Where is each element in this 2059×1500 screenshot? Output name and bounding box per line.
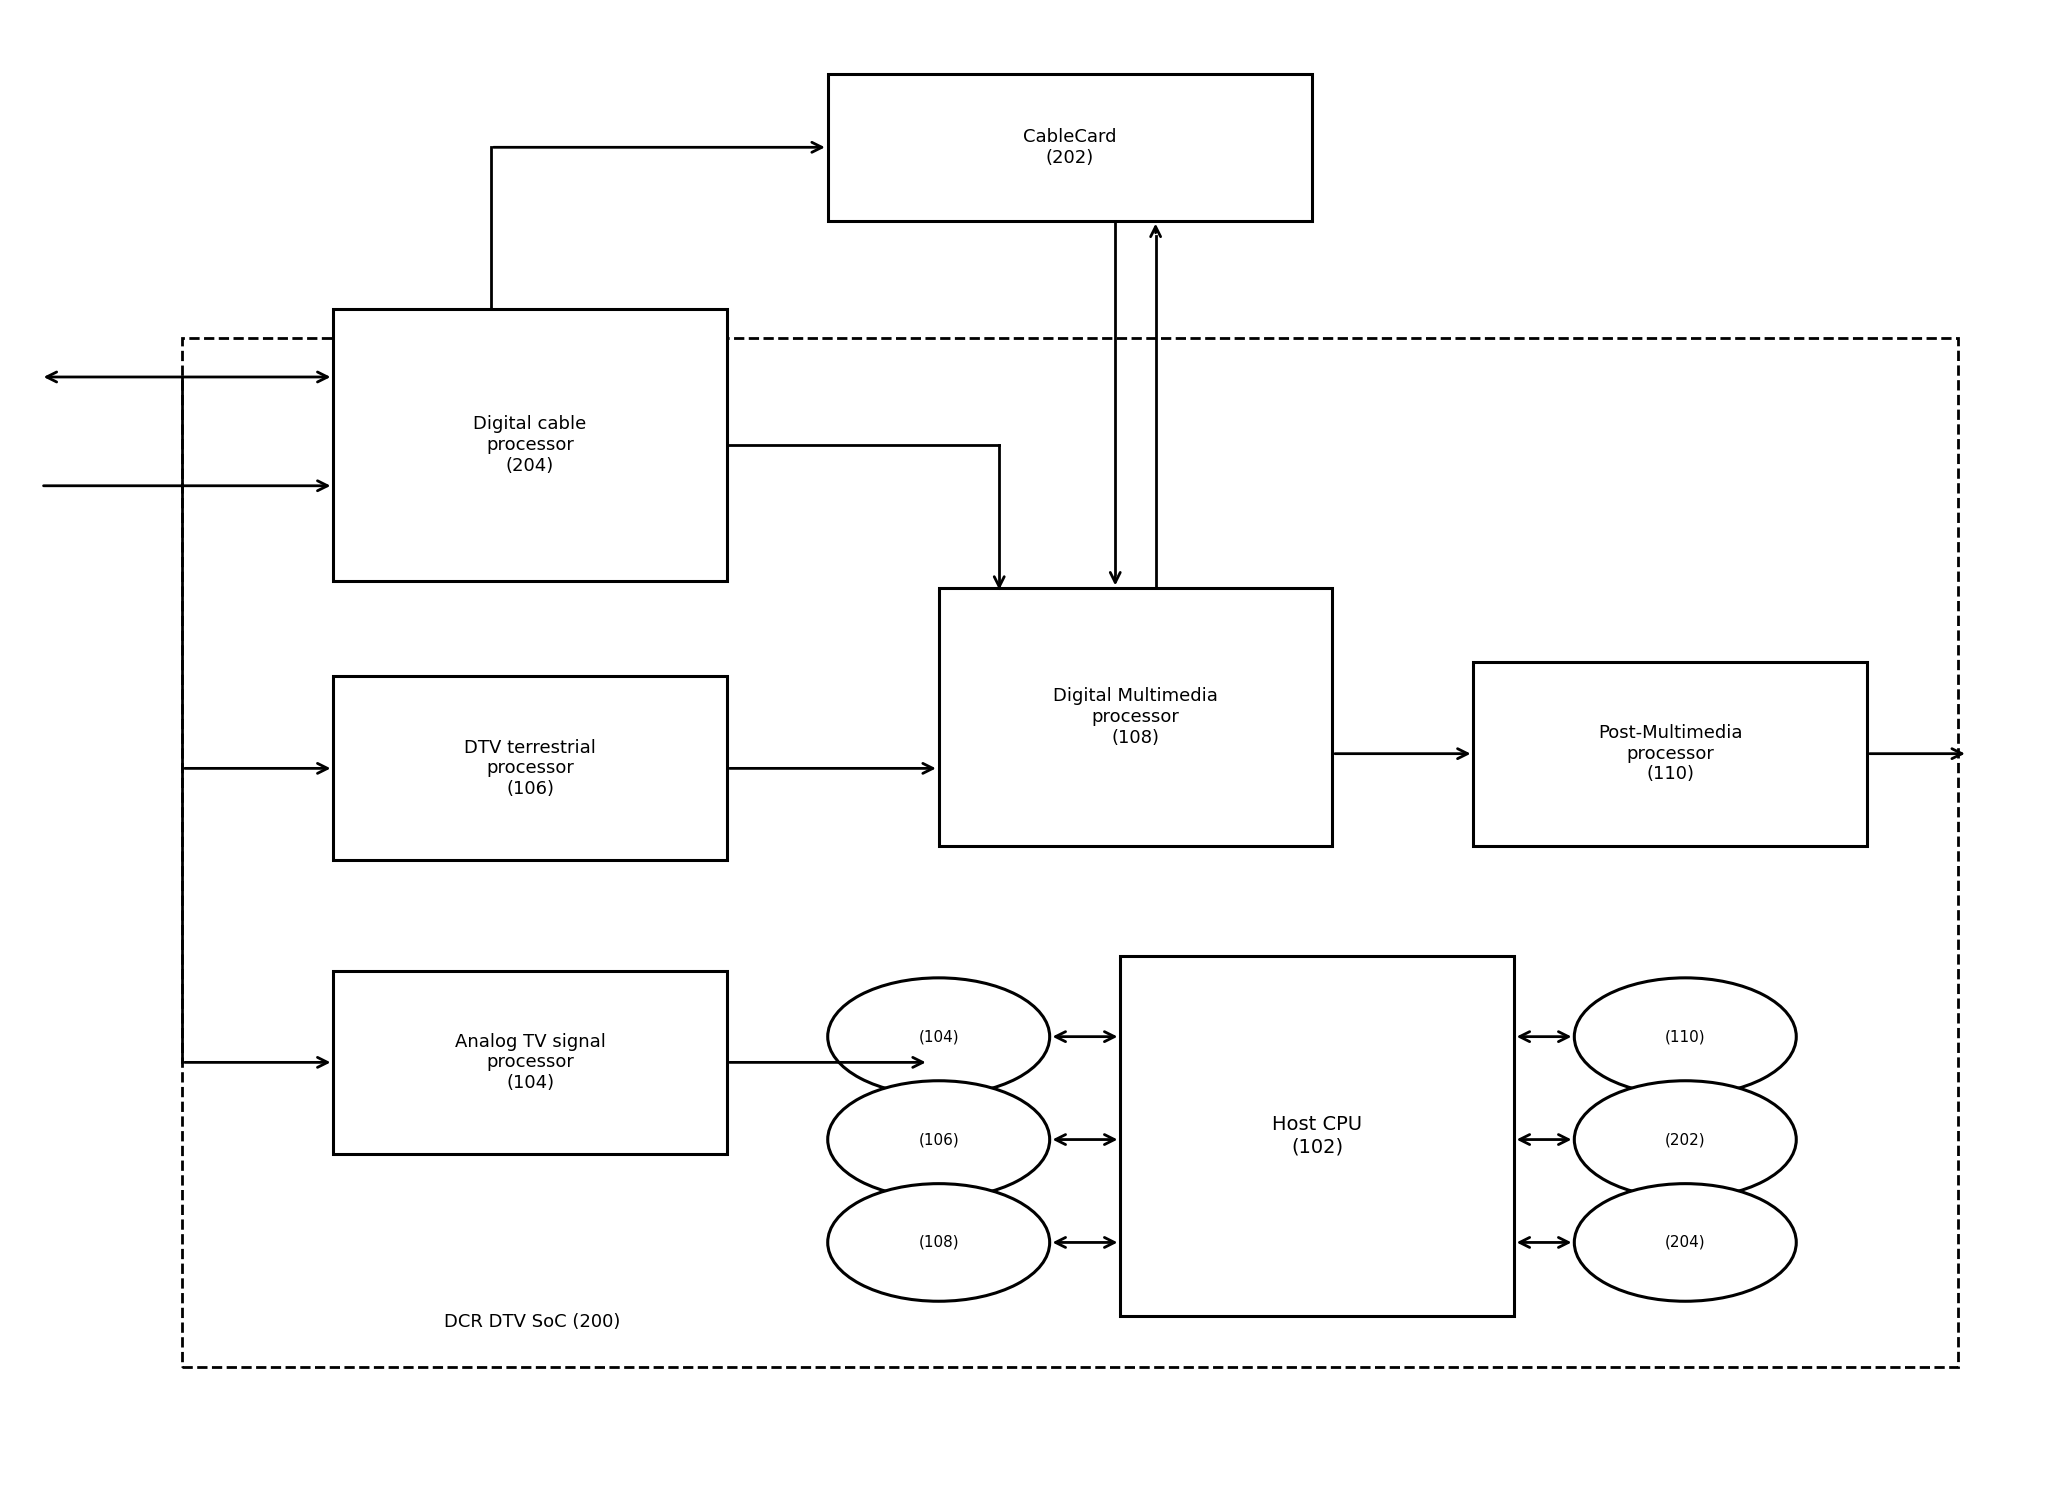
- Bar: [1474, 662, 1868, 846]
- Text: (204): (204): [1666, 1234, 1705, 1250]
- Text: Analog TV signal
processor
(104): Analog TV signal processor (104): [455, 1032, 605, 1092]
- Bar: [334, 676, 727, 861]
- Bar: [828, 74, 1312, 220]
- Text: (104): (104): [918, 1029, 959, 1044]
- Ellipse shape: [828, 1184, 1050, 1300]
- Text: CableCard
(202): CableCard (202): [1023, 128, 1116, 166]
- Text: Digital cable
processor
(204): Digital cable processor (204): [474, 416, 587, 476]
- Ellipse shape: [828, 978, 1050, 1095]
- Text: (202): (202): [1666, 1132, 1705, 1148]
- Ellipse shape: [1575, 1080, 1795, 1198]
- Text: Digital Multimedia
processor
(108): Digital Multimedia processor (108): [1052, 687, 1217, 747]
- Ellipse shape: [1575, 978, 1795, 1095]
- Bar: [334, 309, 727, 580]
- Text: DCR DTV SoC (200): DCR DTV SoC (200): [445, 1312, 620, 1330]
- Text: Post-Multimedia
processor
(110): Post-Multimedia processor (110): [1598, 724, 1742, 783]
- Text: DTV terrestrial
processor
(106): DTV terrestrial processor (106): [463, 738, 595, 798]
- Bar: [181, 339, 1958, 1368]
- Bar: [334, 970, 727, 1155]
- Text: (106): (106): [918, 1132, 959, 1148]
- Ellipse shape: [1575, 1184, 1795, 1300]
- Bar: [1120, 956, 1513, 1316]
- Text: Host CPU
(102): Host CPU (102): [1272, 1116, 1363, 1156]
- Bar: [939, 588, 1332, 846]
- Text: (110): (110): [1666, 1029, 1705, 1044]
- Ellipse shape: [828, 1080, 1050, 1198]
- Text: (108): (108): [918, 1234, 959, 1250]
